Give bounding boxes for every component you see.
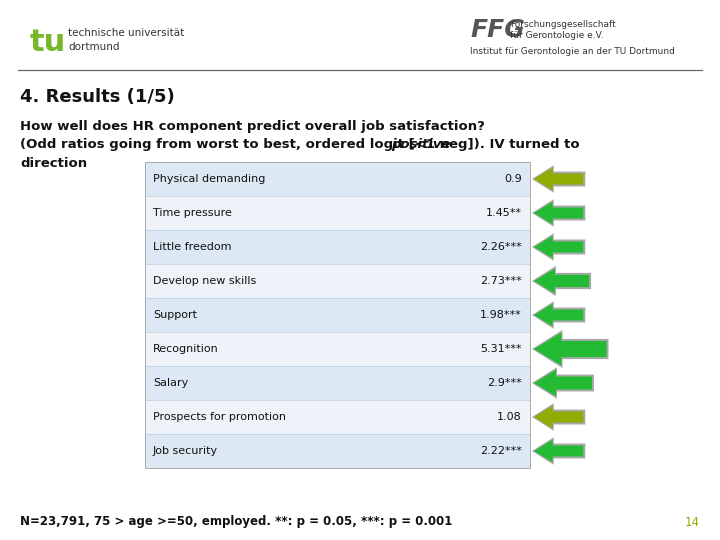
Polygon shape (532, 403, 585, 431)
Polygon shape (534, 370, 592, 396)
Text: Develop new skills: Develop new skills (153, 276, 256, 286)
Text: 2.73***: 2.73*** (480, 276, 522, 286)
Text: tu: tu (30, 28, 66, 57)
Text: technische universität: technische universität (68, 28, 184, 38)
Text: Job security: Job security (153, 446, 218, 456)
Text: Recognition: Recognition (153, 344, 219, 354)
Polygon shape (532, 266, 591, 296)
Text: 14: 14 (685, 516, 700, 529)
Bar (145, 332, 530, 366)
Text: positive: positive (391, 138, 451, 151)
Text: Institut für Gerontologie an der TU Dortmund: Institut für Gerontologie an der TU Dort… (470, 47, 675, 56)
Bar (145, 196, 530, 230)
Bar (145, 162, 530, 196)
Bar (145, 162, 530, 468)
Polygon shape (534, 168, 583, 190)
Polygon shape (534, 202, 583, 224)
Text: FFG: FFG (470, 18, 525, 42)
Text: Support: Support (153, 310, 197, 320)
Text: dortmund: dortmund (68, 42, 120, 52)
Bar (145, 264, 530, 298)
Text: How well does HR component predict overall job satisfaction?: How well does HR component predict overa… (20, 120, 485, 133)
Text: 1.98***: 1.98*** (480, 310, 522, 320)
Text: Forschungsgesellschaft: Forschungsgesellschaft (510, 20, 616, 29)
Bar (145, 230, 530, 264)
Text: 2.26***: 2.26*** (480, 242, 522, 252)
Text: Little freedom: Little freedom (153, 242, 232, 252)
Text: Time pressure: Time pressure (153, 208, 232, 218)
Polygon shape (532, 437, 585, 465)
Bar (145, 434, 530, 468)
Text: Salary: Salary (153, 378, 188, 388)
Text: 1.45**: 1.45** (486, 208, 522, 218)
Text: (Odd ratios going from worst to best, ordered logit [<1 neg]). IV turned to: (Odd ratios going from worst to best, or… (20, 138, 584, 151)
Bar (145, 400, 530, 434)
Polygon shape (532, 301, 585, 329)
Polygon shape (534, 440, 583, 462)
Polygon shape (532, 367, 594, 399)
Text: 1.08: 1.08 (498, 412, 522, 422)
Text: N=23,791, 75 > age >=50, employed. **: p = 0.05, ***: p = 0.001: N=23,791, 75 > age >=50, employed. **: p… (20, 516, 452, 529)
Polygon shape (534, 333, 606, 366)
Polygon shape (534, 236, 583, 258)
Text: Prospects for promotion: Prospects for promotion (153, 412, 286, 422)
Text: 2.9***: 2.9*** (487, 378, 522, 388)
Text: Physical demanding: Physical demanding (153, 174, 266, 184)
Polygon shape (534, 268, 589, 294)
Polygon shape (532, 199, 585, 227)
Polygon shape (534, 406, 583, 428)
Text: direction: direction (20, 157, 87, 170)
Text: 5.31***: 5.31*** (480, 344, 522, 354)
Polygon shape (532, 233, 585, 261)
Polygon shape (532, 330, 608, 368)
Text: 0.9: 0.9 (504, 174, 522, 184)
Text: 4. Results (1/5): 4. Results (1/5) (20, 88, 175, 106)
Polygon shape (534, 303, 583, 326)
Text: 2.22***: 2.22*** (480, 446, 522, 456)
Bar (145, 298, 530, 332)
Text: für Gerontologie e.V.: für Gerontologie e.V. (510, 31, 603, 40)
Bar (145, 366, 530, 400)
Polygon shape (532, 165, 585, 193)
